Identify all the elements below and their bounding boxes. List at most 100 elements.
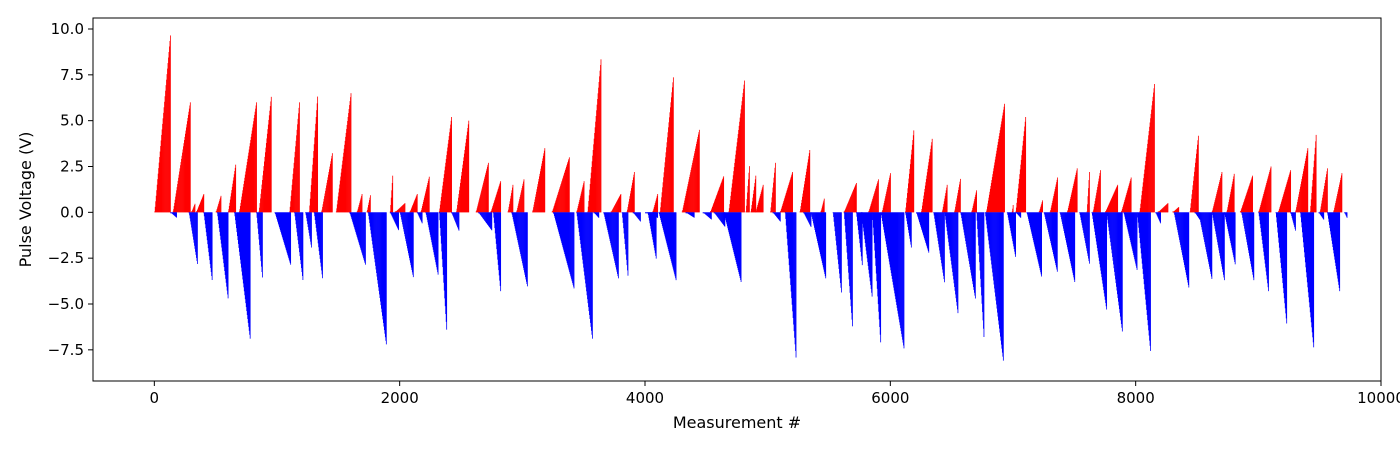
negative-pulse-bar (192, 212, 193, 234)
negative-pulse-bar (399, 212, 401, 214)
negative-pulse-bar (224, 212, 226, 275)
negative-pulse-bar (224, 212, 226, 271)
positive-pulse-bar (476, 208, 478, 213)
positive-pulse-bar (808, 156, 810, 213)
positive-pulse-bar (265, 147, 267, 213)
negative-pulse-bar (321, 212, 323, 275)
negative-pulse-bar (1319, 212, 1321, 215)
positive-pulse-bar (1221, 172, 1223, 213)
positive-pulse-bar (612, 208, 614, 213)
negative-pulse-bar (1199, 212, 1200, 218)
negative-pulse-bar (1101, 212, 1103, 281)
negative-pulse-bar (973, 212, 975, 293)
negative-pulse-bar (523, 212, 525, 271)
negative-pulse-bar (1307, 212, 1309, 288)
negative-pulse-bar (489, 212, 491, 229)
positive-pulse-bar (1304, 161, 1306, 213)
positive-pulse-bar (666, 147, 667, 213)
positive-pulse-bar (853, 190, 854, 213)
positive-pulse-bar (1315, 141, 1317, 213)
negative-pulse-bar (379, 212, 381, 298)
positive-pulse-bar (366, 211, 368, 213)
positive-pulse-bar (732, 179, 734, 213)
positive-pulse-bar (298, 107, 300, 213)
negative-pulse-bar (484, 212, 485, 221)
positive-pulse-bar (532, 209, 534, 213)
positive-pulse-bar (1040, 205, 1042, 213)
positive-pulse-bar (1021, 155, 1023, 213)
positive-pulse-bar (628, 204, 629, 213)
positive-pulse-bar (335, 211, 337, 213)
negative-pulse-bar (559, 212, 561, 238)
positive-pulse-bar (883, 203, 885, 213)
positive-pulse-bar (911, 144, 913, 213)
positive-pulse-bar (1050, 210, 1052, 213)
negative-pulse-bar (721, 212, 723, 223)
negative-pulse-bar (1117, 212, 1119, 298)
positive-pulse-bar (1057, 177, 1058, 213)
positive-pulse-bar (486, 170, 487, 213)
positive-pulse-bar (459, 190, 460, 213)
negative-pulse-bar (1327, 212, 1329, 216)
positive-pulse-bar (500, 181, 502, 213)
positive-pulse-bar (885, 196, 886, 213)
positive-pulse-bar (1074, 177, 1076, 213)
positive-pulse-bar (293, 168, 294, 213)
positive-pulse-bar (999, 133, 1001, 213)
positive-pulse-bar (1258, 211, 1260, 213)
negative-pulse-bar (209, 212, 211, 265)
negative-pulse-bar (623, 212, 624, 229)
negative-pulse-bar (1130, 212, 1132, 243)
negative-pulse-bar (1002, 212, 1004, 361)
positive-pulse-bar (487, 162, 489, 213)
negative-pulse-bar (990, 212, 991, 257)
negative-pulse-bar (1223, 212, 1225, 214)
positive-pulse-bar (311, 178, 313, 213)
positive-pulse-bar (1277, 211, 1279, 213)
positive-pulse-bar (267, 129, 269, 213)
positive-pulse-bar (1096, 189, 1098, 213)
positive-pulse-bar (463, 157, 465, 213)
negative-pulse-bar (866, 212, 868, 259)
positive-pulse-bar (986, 206, 988, 213)
positive-pulse-bar (216, 209, 218, 213)
negative-pulse-bar (278, 212, 280, 228)
negative-pulse-bar (556, 212, 558, 227)
positive-pulse-bar (876, 184, 878, 213)
negative-pulse-bar (996, 212, 997, 305)
positive-pulse-bar (868, 211, 870, 213)
positive-pulse-bar (1149, 122, 1151, 213)
negative-pulse-bar (893, 212, 895, 291)
positive-pulse-bar (251, 133, 253, 213)
negative-pulse-bar (189, 212, 190, 216)
negative-pulse-bar (872, 212, 874, 228)
positive-pulse-bar (347, 120, 348, 213)
positive-pulse-bar (309, 198, 311, 213)
positive-pulse-bar (1111, 198, 1113, 213)
negative-pulse-bar (1225, 212, 1227, 220)
negative-pulse-bar (1045, 212, 1047, 222)
negative-pulse-bar (1062, 212, 1063, 224)
negative-pulse-bar (1176, 212, 1178, 228)
positive-pulse-bar (823, 200, 825, 213)
positive-pulse-bar (542, 155, 544, 213)
positive-pulse-bar (1154, 84, 1155, 213)
negative-pulse-bar (1228, 212, 1230, 234)
positive-pulse-bar (1338, 186, 1340, 213)
positive-pulse-bar (511, 193, 512, 213)
negative-pulse-bar (667, 212, 669, 248)
positive-pulse-bar (163, 107, 165, 213)
negative-pulse-bar (623, 212, 625, 234)
negative-pulse-bar (1085, 212, 1087, 246)
negative-pulse-bar (554, 212, 556, 220)
positive-pulse-bar (410, 208, 412, 213)
positive-pulse-bar (845, 207, 847, 213)
positive-pulse-bar (458, 194, 460, 213)
negative-pulse-bar (888, 212, 890, 259)
positive-pulse-bar (428, 178, 430, 213)
negative-pulse-bar (1222, 212, 1224, 273)
negative-pulse-bar (920, 212, 922, 227)
negative-pulse-bar (607, 212, 609, 230)
negative-pulse-bar (807, 212, 809, 222)
